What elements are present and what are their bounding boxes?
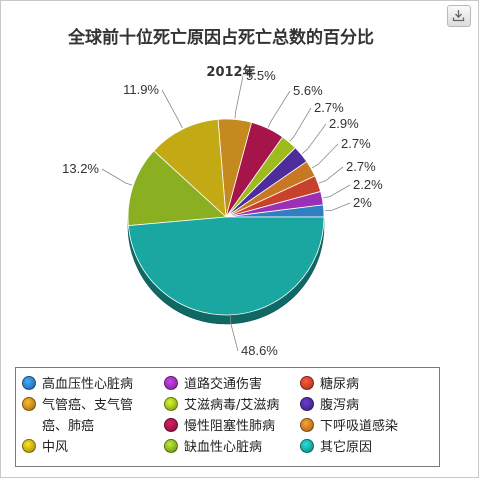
pie-data-label-6: 2.7% <box>314 100 344 115</box>
pie-data-label-11: 48.6% <box>241 343 278 358</box>
pie-data-label-10: 13.2% <box>62 161 99 176</box>
legend-swatch <box>300 376 314 390</box>
chart-legend: 高血压性心脏病 道路交通伤害 糖尿病气管癌、支气管癌、肺癌 艾滋病毒/艾滋病 腹泻病慢性… <box>15 367 440 467</box>
legend-label: 高血压性心脏病 <box>42 377 134 392</box>
export-button[interactable] <box>447 5 471 27</box>
pie-data-label-2: 2.2% <box>353 177 383 192</box>
legend-label: 下呼吸道感染 <box>320 419 399 434</box>
pie-data-label-5: 2.9% <box>329 116 359 131</box>
legend-swatch <box>300 397 314 411</box>
legend-swatch <box>300 439 314 453</box>
legend-swatch <box>22 397 36 411</box>
legend-label: 腹泻病 <box>320 398 360 413</box>
legend-label: 气管癌、支气管癌、肺癌 <box>42 398 134 434</box>
pie-label-connector-8 <box>234 75 244 119</box>
legend-swatch <box>164 439 178 453</box>
pie-label-connector-6 <box>289 107 312 142</box>
legend-swatch <box>300 418 314 432</box>
pie-data-label-9: 11.9% <box>123 82 159 97</box>
pie-label-connector-5 <box>301 123 327 154</box>
pie-data-label-8: 5.5% <box>246 68 276 83</box>
pie-data-label-1: 2% <box>353 195 372 210</box>
legend-label: 道路交通伤害 <box>184 377 263 392</box>
pie-slice-10[interactable] <box>127 150 227 227</box>
legend-label: 缺血性心脏病 <box>184 440 263 455</box>
pie-label-connector-4 <box>311 143 339 169</box>
download-icon <box>452 10 465 22</box>
pie-label-connector-7 <box>267 90 291 128</box>
pie-label-connector-9 <box>161 89 183 129</box>
pie-data-label-7: 5.6% <box>293 83 323 98</box>
pie-data-label-3: 2.7% <box>346 159 376 174</box>
pie-label-connector-3 <box>318 166 344 184</box>
legend-label: 中风 <box>42 440 69 455</box>
legend-swatch <box>164 376 178 390</box>
legend-label: 艾滋病毒/艾滋病 <box>184 398 280 413</box>
pie-slice-9[interactable] <box>153 118 227 218</box>
pie-slice-11[interactable] <box>127 216 325 316</box>
legend-swatch <box>164 397 178 411</box>
pie-chart: 2%2.2%2.7%2.7%2.9%2.7%5.6%5.5%11.9%13.2%… <box>62 68 383 358</box>
pie-label-connector-2 <box>323 184 351 199</box>
legend-label: 慢性阻塞性肺病 <box>184 419 276 434</box>
pie-label-connector-1 <box>324 202 351 212</box>
legend-swatch <box>22 376 36 390</box>
chart-title: 全球前十位死亡原因占死亡总数的百分比 <box>68 28 374 48</box>
pie-label-connector-10 <box>101 168 133 186</box>
legend-swatch <box>164 418 178 432</box>
pie-data-label-4: 2.7% <box>341 136 371 151</box>
legend-label: 糖尿病 <box>320 377 360 392</box>
legend-swatch <box>22 439 36 453</box>
legend-label: 其它原因 <box>320 440 373 455</box>
pie-label-connector-11 <box>229 315 239 352</box>
